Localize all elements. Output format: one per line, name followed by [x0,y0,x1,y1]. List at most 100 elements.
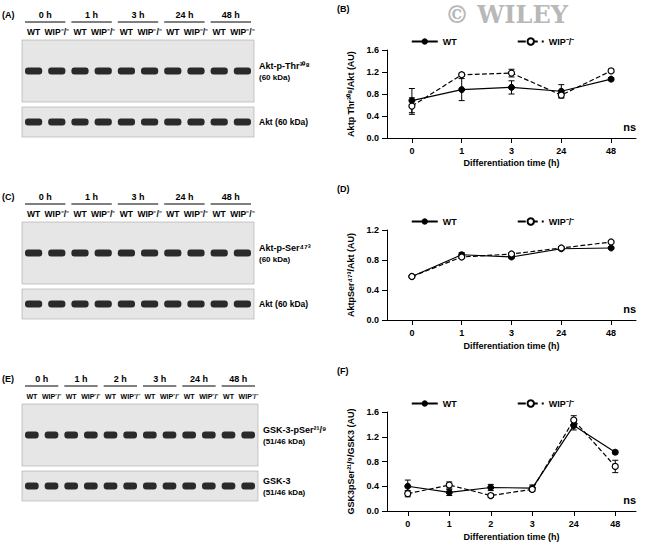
svg-text:3 h: 3 h [131,10,144,20]
svg-text:Akt (60 kDa): Akt (60 kDa) [259,117,308,127]
svg-text:2: 2 [488,519,493,529]
svg-text:WIP⁻/⁻: WIP⁻/⁻ [91,27,115,37]
svg-text:WT: WT [73,27,87,37]
svg-text:WIP⁻/⁻: WIP⁻/⁻ [549,217,575,227]
svg-text:WIP⁻/⁻: WIP⁻/⁻ [137,27,161,37]
svg-text:WIP⁻/⁻: WIP⁻/⁻ [45,27,69,37]
svg-text:0.8: 0.8 [366,255,379,265]
svg-text:3: 3 [509,146,514,156]
svg-text:WT: WT [27,209,41,219]
svg-text:WIP⁻/⁻: WIP⁻/⁻ [549,399,575,409]
svg-text:Differentiation time (h): Differentiation time (h) [464,532,560,542]
svg-text:24 h: 24 h [190,374,208,384]
svg-text:AktpSer⁴⁷³/Akt (AU): AktpSer⁴⁷³/Akt (AU) [346,233,356,317]
svg-text:48 h: 48 h [222,192,240,202]
svg-text:GSK3pSer²¹/⁹/GSK3 (AU): GSK3pSer²¹/⁹/GSK3 (AU) [346,409,356,515]
svg-text:Akt (60 kDa): Akt (60 kDa) [259,299,308,309]
svg-text:(F): (F) [337,366,349,376]
svg-text:1.2: 1.2 [366,432,379,442]
svg-text:24: 24 [556,146,566,156]
svg-text:WIP⁻/⁻: WIP⁻/⁻ [184,27,208,37]
svg-text:0.8: 0.8 [366,89,379,99]
svg-text:ns: ns [623,494,636,506]
svg-text:WT: WT [26,393,38,400]
svg-text:0.4: 0.4 [366,285,379,295]
svg-text:GSK-3-pSer²¹/⁹: GSK-3-pSer²¹/⁹ [263,425,326,435]
svg-text:(51/46 kDa): (51/46 kDa) [263,437,306,446]
svg-text:48: 48 [606,146,616,156]
svg-text:WT: WT [144,393,156,400]
svg-text:WT: WT [443,37,457,47]
svg-text:WIP⁻/⁻: WIP⁻/⁻ [230,209,254,219]
svg-text:WT: WT [443,399,457,409]
svg-text:WT: WT [166,27,180,37]
svg-text:1.6: 1.6 [366,407,379,417]
svg-text:1 h: 1 h [85,10,98,20]
svg-text:1.2: 1.2 [366,67,379,77]
svg-text:1: 1 [459,146,464,156]
svg-text:1.6: 1.6 [366,45,379,55]
svg-text:Differentiation time (h): Differentiation time (h) [464,158,560,168]
svg-text:0 h: 0 h [35,374,48,384]
svg-text:WT: WT [73,209,87,219]
svg-text:48: 48 [606,328,616,338]
svg-text:WIP⁻/⁻: WIP⁻/⁻ [184,209,208,219]
svg-text:WIP⁻/⁻: WIP⁻/⁻ [45,209,69,219]
svg-text:24: 24 [569,519,579,529]
svg-text:WT: WT [105,393,117,400]
svg-text:0 h: 0 h [39,192,52,202]
svg-text:WT: WT [184,393,196,400]
svg-text:(D): (D) [337,184,350,194]
svg-text:(C): (C) [2,192,15,202]
svg-text:1: 1 [447,519,452,529]
svg-text:48: 48 [610,519,620,529]
svg-text:3: 3 [509,328,514,338]
svg-text:WT: WT [120,27,134,37]
svg-text:(60 kDa): (60 kDa) [259,255,290,264]
svg-text:WIP⁻/⁻: WIP⁻/⁻ [91,209,115,219]
svg-text:WIP⁻/⁻: WIP⁻/⁻ [160,393,180,400]
svg-text:0: 0 [405,519,410,529]
svg-text:WT: WT [66,393,78,400]
svg-text:24 h: 24 h [175,10,193,20]
svg-text:24 h: 24 h [175,192,193,202]
svg-text:1: 1 [459,328,464,338]
svg-text:WT: WT [166,209,180,219]
svg-text:GSK-3: GSK-3 [263,476,291,486]
svg-text:WT: WT [120,209,134,219]
svg-text:© WILEY: © WILEY [445,0,569,29]
svg-text:1.2: 1.2 [366,225,379,235]
svg-text:24: 24 [556,328,566,338]
svg-text:0.4: 0.4 [366,481,379,491]
svg-text:WT: WT [443,217,457,227]
svg-text:ns: ns [623,303,636,315]
svg-text:Akt-p-Ser⁴⁷³: Akt-p-Ser⁴⁷³ [259,243,311,253]
svg-text:WIP⁻/⁻: WIP⁻/⁻ [42,393,62,400]
svg-text:3: 3 [530,519,535,529]
svg-text:WIP⁻/⁻: WIP⁻/⁻ [549,37,575,47]
svg-text:Akt-p-Thr³⁰⁸: Akt-p-Thr³⁰⁸ [259,61,310,71]
svg-text:0.8: 0.8 [366,457,379,467]
svg-text:WT: WT [213,27,227,37]
svg-text:0.0: 0.0 [366,133,379,143]
svg-text:(60 kDa): (60 kDa) [259,73,290,82]
svg-text:48 h: 48 h [222,10,240,20]
svg-text:0: 0 [409,328,414,338]
svg-text:1 h: 1 h [85,192,98,202]
svg-text:48 h: 48 h [229,374,247,384]
svg-text:(51/46 kDa): (51/46 kDa) [263,488,306,497]
svg-text:(A): (A) [2,10,15,20]
svg-text:ns: ns [623,121,636,133]
svg-text:WT: WT [223,393,235,400]
svg-text:(E): (E) [2,374,14,384]
svg-text:WT: WT [27,27,41,37]
svg-text:WIP⁻/⁻: WIP⁻/⁻ [121,393,141,400]
svg-text:1 h: 1 h [74,374,87,384]
svg-text:Differentiation time (h): Differentiation time (h) [464,341,560,351]
svg-text:3 h: 3 h [131,192,144,202]
svg-text:Aktp Thr³⁰⁸/Akt (AU): Aktp Thr³⁰⁸/Akt (AU) [346,51,356,137]
svg-text:(B): (B) [337,4,350,14]
svg-text:WIP⁻/⁻: WIP⁻/⁻ [137,209,161,219]
svg-text:0.0: 0.0 [366,506,379,516]
svg-text:WIP⁻/⁻: WIP⁻/⁻ [199,393,219,400]
